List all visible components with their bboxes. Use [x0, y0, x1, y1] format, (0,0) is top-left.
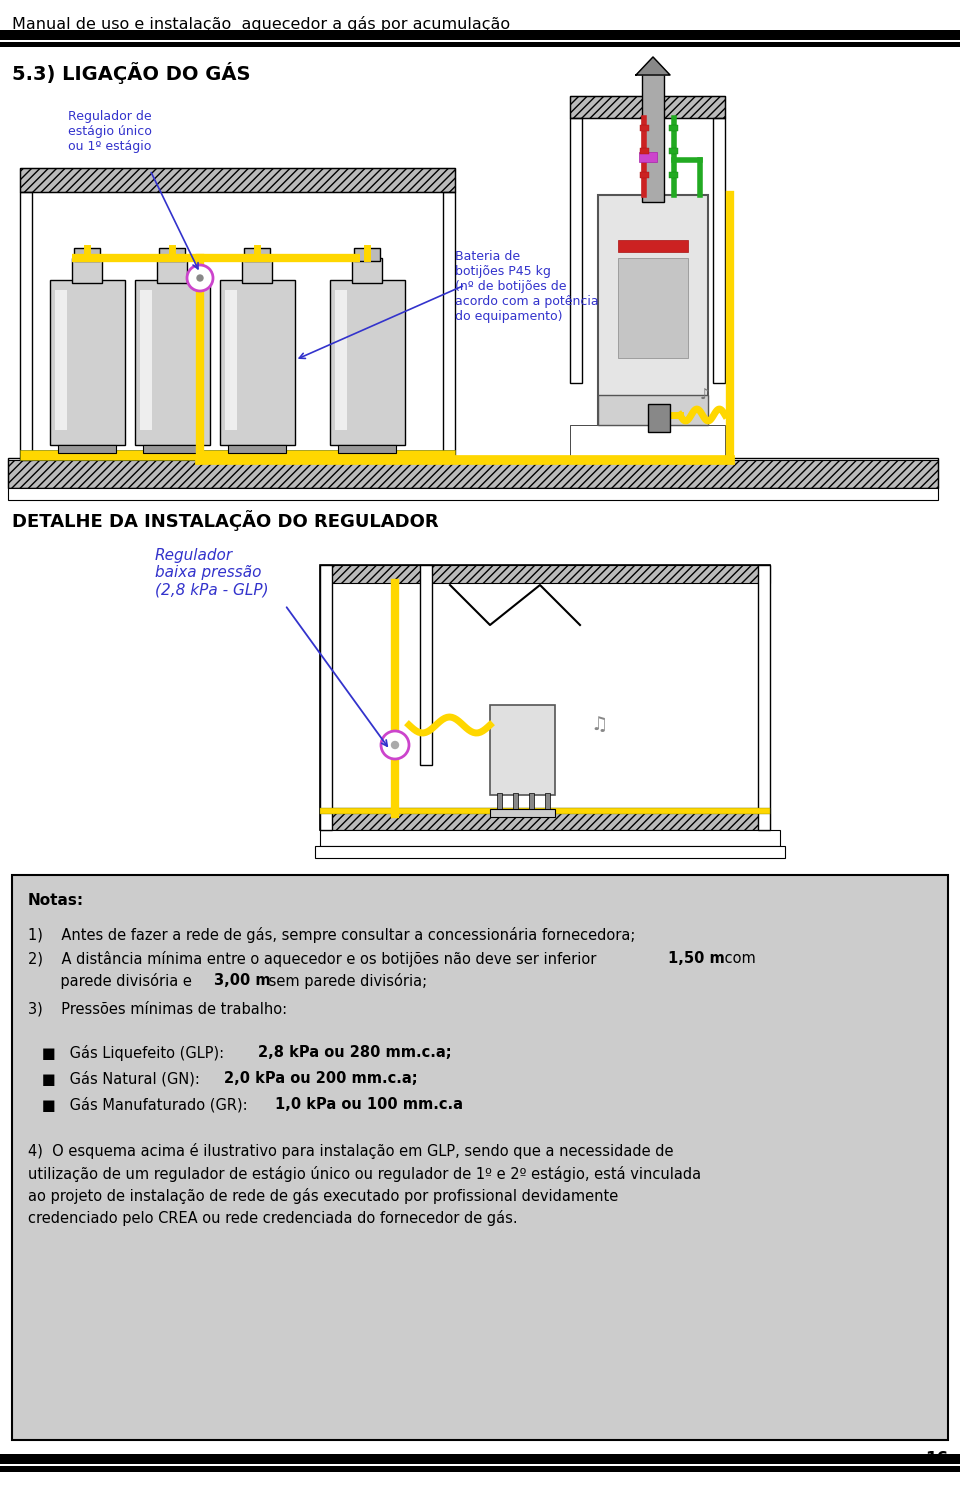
Bar: [330, 280, 405, 446]
Bar: [570, 425, 725, 460]
Bar: [640, 125, 649, 131]
Bar: [12, 875, 948, 1439]
Bar: [490, 809, 555, 817]
Text: 1,0 kPa ou 100 mm.c.a: 1,0 kPa ou 100 mm.c.a: [275, 1097, 463, 1112]
Bar: [669, 171, 678, 177]
Bar: [225, 291, 237, 431]
Bar: [72, 258, 102, 283]
Bar: [598, 195, 708, 425]
Bar: [20, 168, 455, 192]
Bar: [320, 565, 332, 830]
Bar: [0, 30, 960, 40]
Bar: [513, 793, 518, 811]
Bar: [0, 1454, 960, 1465]
Polygon shape: [636, 57, 670, 74]
Bar: [320, 565, 770, 583]
Bar: [58, 446, 116, 453]
Bar: [669, 148, 678, 153]
Bar: [354, 247, 380, 261]
Bar: [570, 95, 725, 118]
Text: 2)    A distância mínima entre o aquecedor e os botijões não deve ser inferior: 2) A distância mínima entre o aquecedor …: [28, 951, 601, 967]
Bar: [0, 42, 960, 48]
Bar: [244, 247, 270, 261]
Text: ♪: ♪: [700, 387, 709, 402]
Bar: [320, 808, 770, 814]
Text: 2,8 kPa ou 280 mm.c.a;: 2,8 kPa ou 280 mm.c.a;: [258, 1044, 451, 1059]
Bar: [640, 171, 649, 177]
Text: 2,0 kPa ou 200 mm.c.a;: 2,0 kPa ou 200 mm.c.a;: [224, 1071, 418, 1086]
Text: DETALHE DA INSTALAÇÃO DO REGULADOR: DETALHE DA INSTALAÇÃO DO REGULADOR: [12, 510, 439, 530]
Text: Regulador de
estágio único
ou 1º estágio: Regulador de estágio único ou 1º estágio: [68, 110, 152, 153]
Bar: [618, 240, 688, 252]
Text: com: com: [720, 951, 756, 966]
Text: 1)    Antes de fazer a rede de gás, sempre consultar a concessionária fornecedor: 1) Antes de fazer a rede de gás, sempre …: [28, 927, 636, 943]
Bar: [352, 258, 382, 283]
Bar: [640, 148, 649, 153]
Circle shape: [187, 265, 213, 291]
Bar: [570, 118, 582, 383]
Bar: [159, 247, 185, 261]
Bar: [157, 258, 187, 283]
Bar: [228, 446, 286, 453]
Text: 3,00 m: 3,00 m: [214, 973, 271, 988]
Bar: [20, 450, 455, 460]
Bar: [420, 565, 432, 764]
Bar: [8, 460, 938, 489]
Text: ■   Gás Liquefeito (GLP):: ■ Gás Liquefeito (GLP):: [28, 1044, 228, 1061]
Bar: [50, 280, 125, 446]
Bar: [140, 291, 152, 431]
Text: ■   Gás Natural (GN):: ■ Gás Natural (GN):: [28, 1071, 204, 1086]
Bar: [497, 793, 502, 811]
Bar: [338, 446, 396, 453]
Bar: [490, 705, 555, 796]
Bar: [135, 280, 210, 446]
Text: ♫: ♫: [590, 715, 608, 735]
Bar: [758, 565, 770, 830]
Text: 5.3) LIGAÇÃO DO GÁS: 5.3) LIGAÇÃO DO GÁS: [12, 63, 251, 83]
Bar: [598, 395, 708, 425]
Text: 16: 16: [925, 1450, 948, 1468]
Text: Regulador
baixa pressão
(2,8 kPa - GLP): Regulador baixa pressão (2,8 kPa - GLP): [155, 548, 269, 597]
Bar: [143, 446, 201, 453]
Bar: [669, 125, 678, 131]
Circle shape: [392, 742, 398, 748]
Text: 1,50 m: 1,50 m: [668, 951, 725, 966]
Bar: [443, 192, 455, 460]
Circle shape: [381, 732, 409, 758]
Bar: [618, 258, 688, 358]
Bar: [8, 489, 938, 501]
Bar: [74, 247, 100, 261]
Bar: [20, 168, 455, 192]
Bar: [529, 793, 534, 811]
Bar: [55, 291, 67, 431]
Bar: [642, 72, 664, 203]
Bar: [320, 565, 770, 830]
Bar: [648, 404, 670, 432]
Text: sem parede divisória;: sem parede divisória;: [264, 973, 427, 989]
Text: Manual de uso e instalação  aquecedor a gás por acumulação: Manual de uso e instalação aquecedor a g…: [12, 16, 510, 31]
Circle shape: [197, 276, 203, 282]
Text: Bateria de
botijões P45 kg
(nº de botijões de
acordo com a potência
do equipamen: Bateria de botijões P45 kg (nº de botijõ…: [455, 250, 599, 323]
Bar: [320, 808, 770, 830]
Bar: [315, 846, 785, 858]
Bar: [20, 192, 32, 460]
Bar: [570, 95, 725, 118]
Bar: [639, 152, 657, 162]
Bar: [0, 1466, 960, 1472]
Text: Notas:: Notas:: [28, 893, 84, 907]
Text: parede divisória e: parede divisória e: [28, 973, 197, 989]
Bar: [545, 793, 550, 811]
Bar: [320, 830, 780, 846]
Text: ■   Gás Manufaturado (GR):: ■ Gás Manufaturado (GR):: [28, 1097, 252, 1113]
Bar: [335, 291, 347, 431]
Text: 3)    Pressões mínimas de trabalho:: 3) Pressões mínimas de trabalho:: [28, 1001, 287, 1016]
Text: 4)  O esquema acima é ilustrativo para instalação em GLP, sendo que a necessidad: 4) O esquema acima é ilustrativo para in…: [28, 1143, 701, 1226]
Bar: [713, 118, 725, 383]
Bar: [220, 280, 295, 446]
Bar: [8, 457, 938, 489]
Bar: [242, 258, 272, 283]
